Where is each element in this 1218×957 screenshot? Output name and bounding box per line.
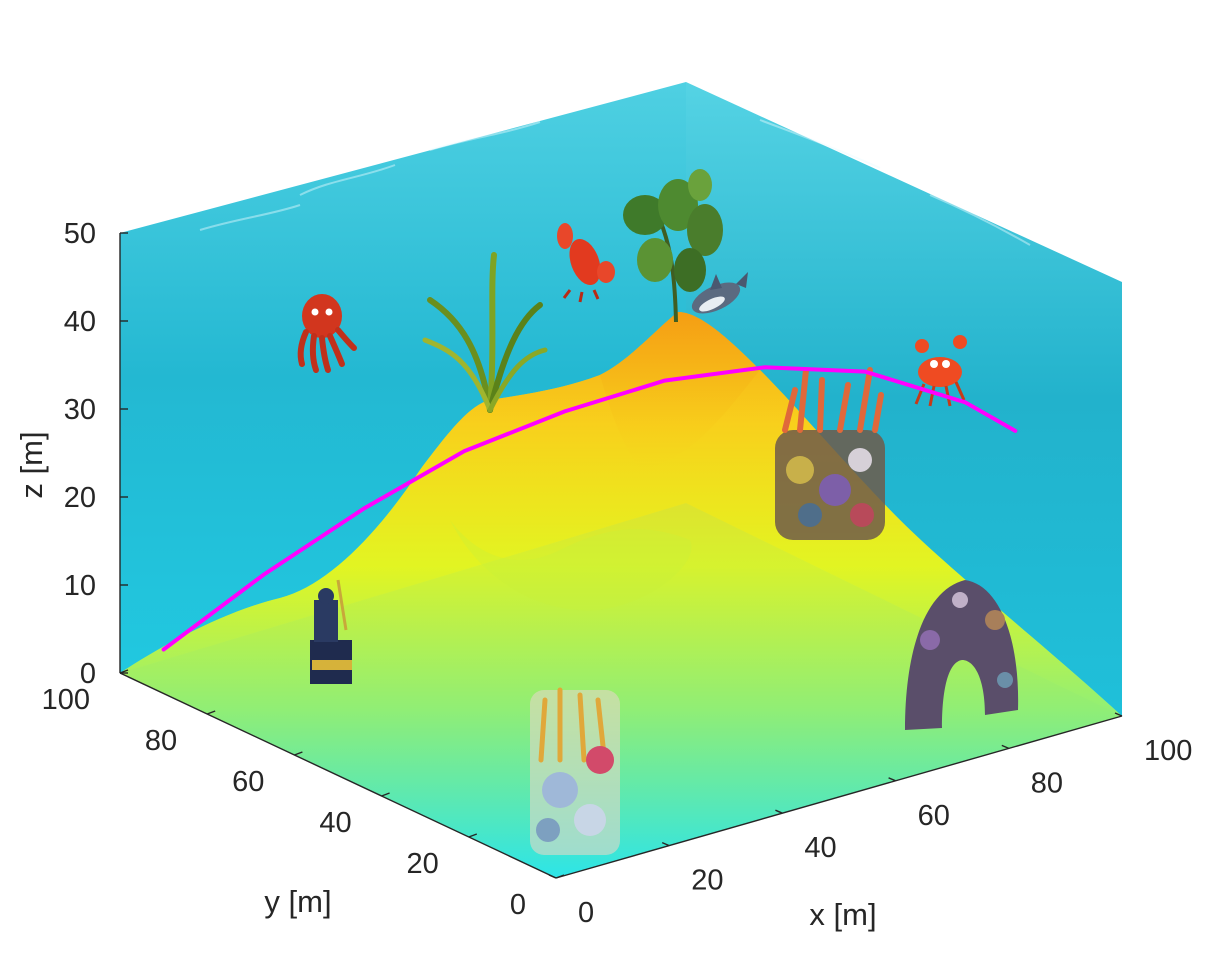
z-tick-label: 20 [64, 482, 96, 514]
y-tick-mark [555, 874, 565, 879]
y-tick-mark [381, 792, 390, 797]
terrain-valley-shade [450, 520, 692, 611]
terrain-ridge-shade [600, 312, 760, 470]
z-axis-label: z [m] [14, 431, 49, 498]
triton-icon [310, 579, 352, 684]
water-ripples [199, 119, 1031, 246]
terrain-front [120, 312, 1122, 878]
axes [119, 233, 1123, 879]
x-tick-label: 20 [691, 865, 723, 897]
z-tick-label: 40 [64, 306, 96, 338]
x-tick-mark [548, 874, 557, 879]
x-tick-mark [1001, 744, 1010, 750]
octopus-icon [297, 294, 357, 373]
crab-icon [914, 335, 967, 407]
coral-icon [775, 367, 885, 540]
x-tick-label: 80 [1031, 767, 1063, 799]
y-tick-mark [294, 751, 303, 756]
x-tick-mark [1114, 712, 1123, 717]
x-tick-label: 100 [1144, 735, 1192, 767]
y-tick-label: 60 [232, 766, 264, 798]
y-tick-label: 20 [407, 848, 439, 880]
seaweed-icon [422, 252, 548, 413]
lobster-icon [557, 223, 615, 303]
trajectory-line [161, 365, 1018, 652]
z-tick-label: 50 [64, 218, 96, 250]
y-tick-label: 40 [319, 807, 351, 839]
plant-icon [623, 169, 723, 323]
y-tick-mark [206, 710, 216, 715]
z-axis-ticks: 0 10 20 30 40 50 [64, 218, 128, 690]
z-tick-label: 0 [80, 658, 96, 690]
x-axis-label: x [m] [809, 897, 876, 932]
shark-icon [691, 272, 748, 314]
y-tick-label: 80 [145, 725, 177, 757]
y-tick-mark [468, 833, 478, 838]
x-tick-label: 60 [918, 800, 950, 832]
z-tick-label: 30 [64, 394, 96, 426]
rock-arch-icon [905, 580, 1019, 730]
y-tick-label: 100 [42, 684, 90, 716]
z-tick-label: 10 [64, 570, 96, 602]
x-tick-mark [775, 809, 783, 814]
y-axis-label: y [m] [264, 884, 331, 919]
x-axis-ticks: 0 20 40 60 80 100 [548, 712, 1192, 929]
y-axis-ticks: 0 20 40 60 80 100 [42, 669, 565, 921]
y-tick-label: 0 [510, 889, 526, 921]
x-tick-label: 0 [578, 897, 594, 929]
right-wall [686, 82, 1122, 716]
x-tick-label: 40 [804, 832, 836, 864]
x-tick-mark [661, 841, 670, 847]
x-tick-mark [888, 777, 896, 782]
y-tick-mark [119, 669, 129, 674]
coral-bottom-icon [530, 687, 620, 855]
